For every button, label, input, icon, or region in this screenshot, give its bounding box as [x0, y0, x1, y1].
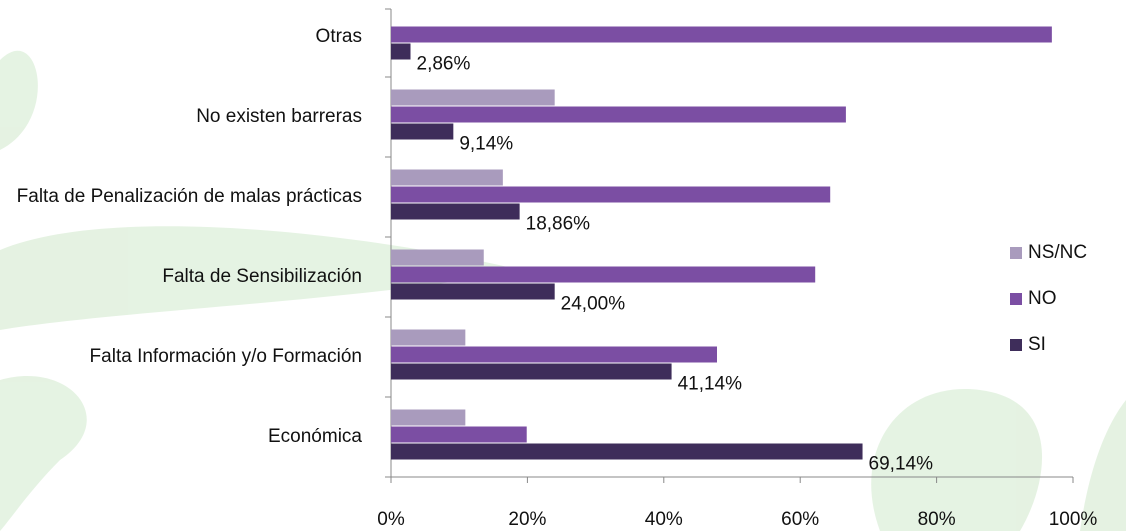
value-label: 41,14% [678, 374, 743, 395]
bar [391, 347, 717, 363]
legend-label: NO [1028, 288, 1057, 309]
x-tick-label: 80% [918, 509, 956, 530]
bar [391, 170, 503, 186]
category-label: Económica [0, 422, 362, 452]
bar [391, 364, 672, 380]
category-label: Falta Información y/o Formación [0, 342, 362, 372]
value-label: 9,14% [459, 134, 513, 155]
bar [391, 427, 527, 443]
legend-label: NS/NC [1028, 242, 1087, 263]
bar [391, 204, 520, 220]
bar [391, 250, 484, 266]
category-label: Otras [0, 22, 362, 52]
category-label: No existen barreras [0, 102, 362, 132]
legend-label: SI [1028, 334, 1046, 355]
bar [391, 107, 846, 123]
x-tick-label: 40% [645, 509, 683, 530]
x-tick-label: 20% [508, 509, 546, 530]
page: 0% 20% 40% 60% 80% 100% 2,86% 9,14% 18,86% 24,00%… [0, 0, 1126, 531]
bar [391, 90, 555, 106]
x-tick-label: 0% [377, 509, 405, 530]
legend-swatch [1010, 339, 1022, 351]
bar [391, 27, 1052, 43]
value-label: 18,86% [526, 214, 591, 235]
bar [391, 284, 555, 300]
bar [391, 44, 411, 60]
x-tick-label: 60% [781, 509, 819, 530]
legend-swatch [1010, 247, 1022, 259]
category-label: Falta de Sensibilización [0, 262, 362, 292]
bar [391, 444, 863, 460]
bar [391, 187, 830, 203]
bar [391, 330, 465, 346]
bar [391, 410, 465, 426]
legend-swatch [1010, 293, 1022, 305]
value-label: 24,00% [561, 294, 626, 315]
category-label: Falta de Penalización de malas prácticas [0, 182, 362, 212]
x-tick-label: 100% [1049, 509, 1098, 530]
bar [391, 124, 453, 140]
bar [391, 267, 815, 283]
value-label: 2,86% [417, 54, 471, 75]
value-label: 69,14% [869, 454, 934, 475]
